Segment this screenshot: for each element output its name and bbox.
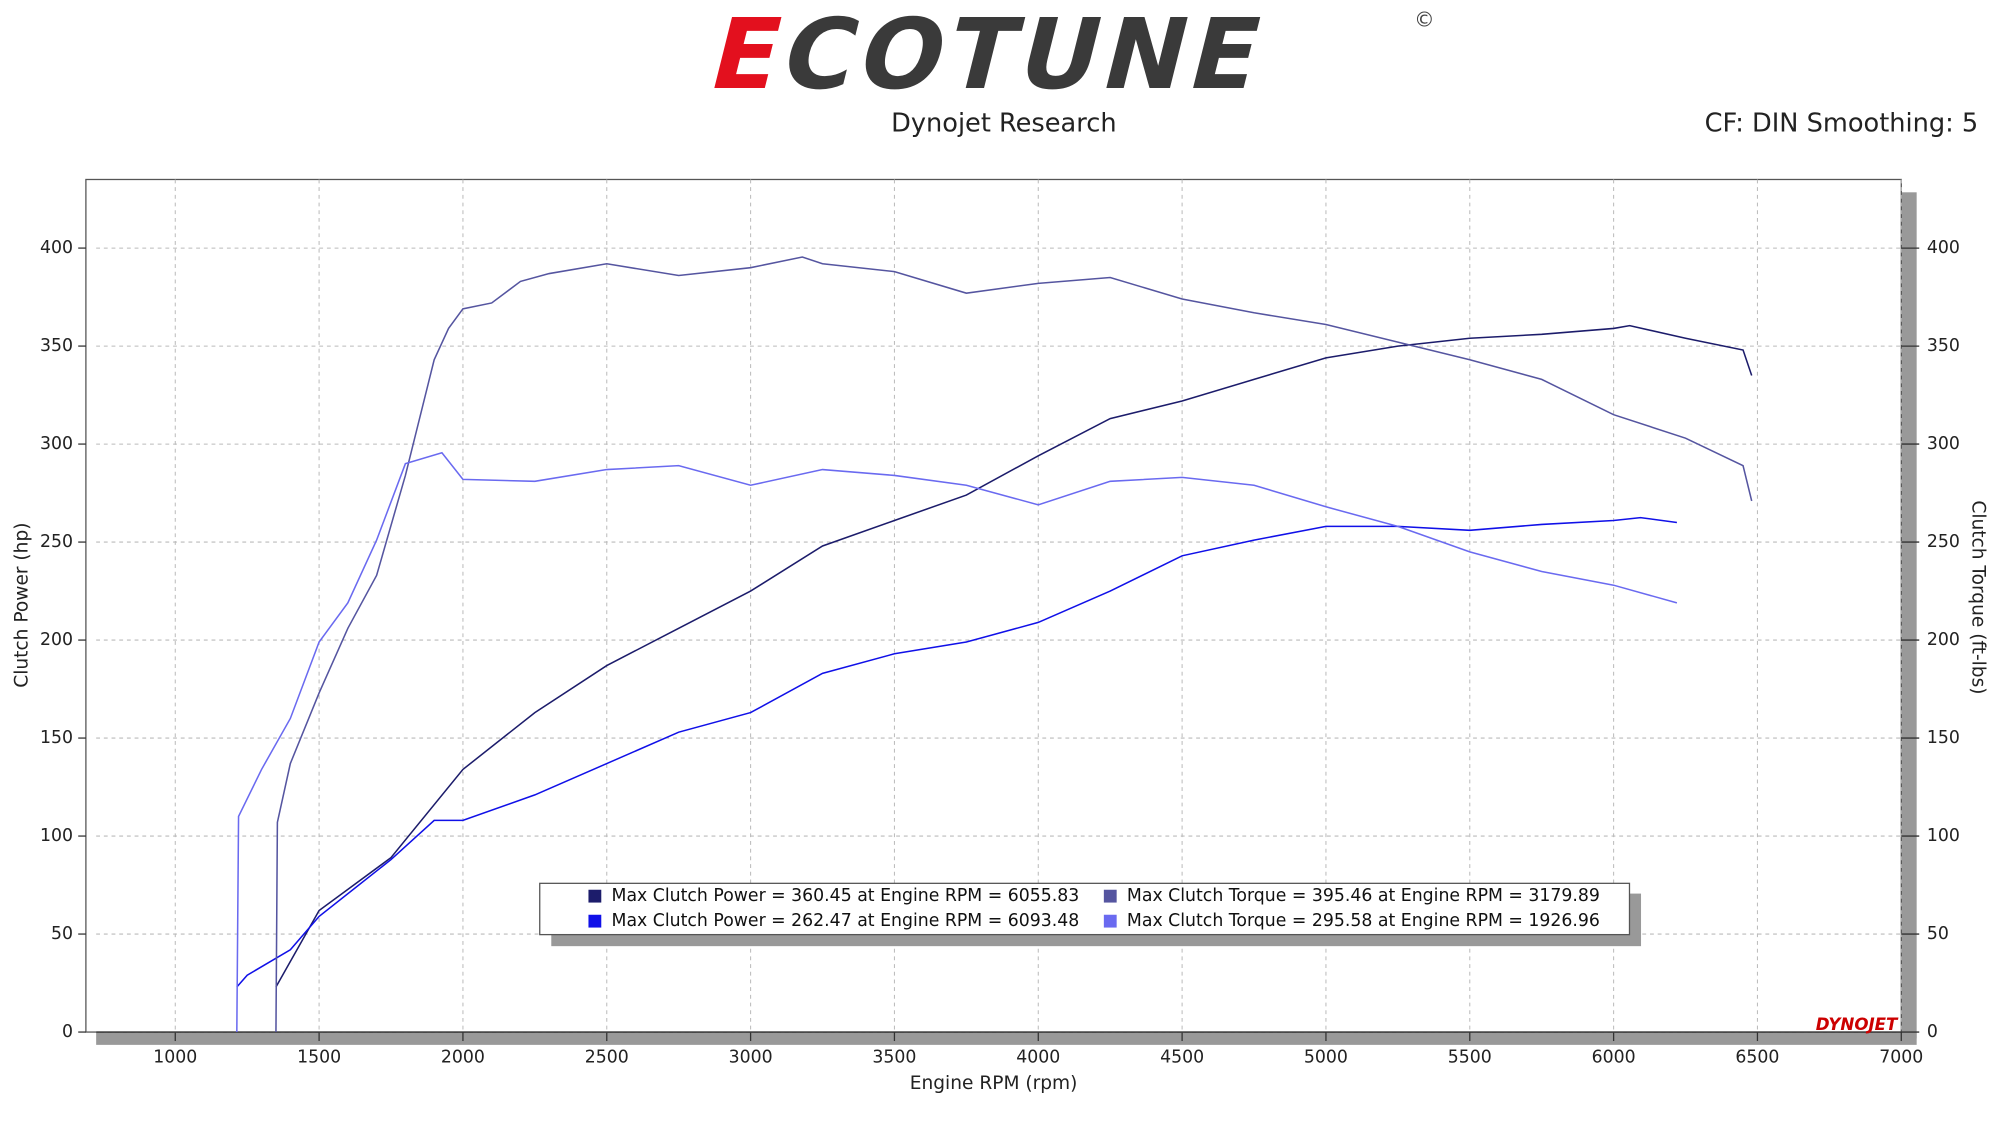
- y2-tick-label: 200: [1927, 630, 1960, 650]
- x-tick-label: 2500: [585, 1048, 629, 1068]
- brand: DYNOJET: [1816, 1015, 1899, 1034]
- logo-mark: ©: [1414, 8, 1435, 32]
- y-axis-label: Clutch Power (hp): [11, 523, 32, 688]
- x-tick-label: 1000: [153, 1048, 197, 1068]
- y-tick-label: 400: [40, 238, 73, 258]
- series-line: [236, 516, 1677, 988]
- x-tick-label: 3000: [729, 1048, 773, 1068]
- legend-label: Max Clutch Power = 360.45 at Engine RPM …: [612, 886, 1080, 906]
- x-tick-label: 7000: [1879, 1048, 1923, 1068]
- legend-label: Max Clutch Torque = 295.58 at Engine RPM…: [1127, 911, 1600, 931]
- x-tick-label: 2000: [441, 1048, 485, 1068]
- settings: CF: DIN Smoothing: 5: [1705, 108, 1979, 138]
- y-tick-label: 250: [40, 532, 73, 552]
- y2-tick-label: 100: [1927, 826, 1960, 846]
- y2-tick-label: 0: [1927, 1022, 1938, 1042]
- series-line: [236, 451, 1678, 1033]
- y-tick-label: 0: [62, 1022, 73, 1042]
- legend-swatch: [1103, 914, 1117, 928]
- y2-tick-label: 250: [1927, 532, 1960, 552]
- y2-tick-label: 400: [1927, 238, 1960, 258]
- y-tick-label: 300: [40, 434, 73, 454]
- legend-label: Max Clutch Power = 262.47 at Engine RPM …: [612, 911, 1080, 931]
- x-tick-label: 3500: [872, 1048, 916, 1068]
- legend: [539, 882, 1631, 936]
- x-tick-label: 5500: [1448, 1048, 1492, 1068]
- series-line: [275, 324, 1753, 988]
- y2-tick-label: 150: [1927, 728, 1960, 748]
- legend-label: Max Clutch Torque = 395.46 at Engine RPM…: [1127, 886, 1600, 906]
- x-axis-label: Engine RPM (rpm): [910, 1073, 1078, 1094]
- y-tick-label: 100: [40, 826, 73, 846]
- y2-tick-label: 350: [1927, 336, 1960, 356]
- x-tick-label: 4500: [1160, 1048, 1204, 1068]
- logo: ECOTUNE: [699, 0, 1278, 112]
- y-tick-label: 200: [40, 630, 73, 650]
- plot: 1000 1500 2000 2500 3000 3500 4000 4500 5000 5500…: [40, 179, 1960, 1068]
- logo-text: ECOTUNE: [699, 0, 1278, 112]
- source: Dynojet Research: [891, 108, 1116, 138]
- x-tick-label: 1500: [297, 1048, 341, 1068]
- legend-swatch: [588, 889, 602, 903]
- legend-entries: Max Clutch Power = 360.45 at Engine RPM …: [588, 886, 1600, 931]
- y2-tick-label: 300: [1927, 434, 1960, 454]
- x-tick-label: 5000: [1304, 1048, 1348, 1068]
- y-tick-label: 50: [51, 924, 73, 944]
- axis-shadow: [1901, 192, 1917, 1039]
- y-tick-label: 150: [40, 728, 73, 748]
- x-tick-label: 6000: [1592, 1048, 1636, 1068]
- legend-swatch: [588, 914, 602, 928]
- series-line: [275, 256, 1753, 1033]
- axis-shadow: [96, 1032, 1917, 1045]
- x-tick-label: 4000: [1016, 1048, 1060, 1068]
- y2-axis-label: Clutch Torque (ft-lbs): [1968, 500, 1989, 694]
- legend-swatch: [1103, 889, 1117, 903]
- y-tick-label: 350: [40, 336, 73, 356]
- y2-tick-label: 50: [1927, 924, 1949, 944]
- x-tick-label: 6500: [1735, 1048, 1779, 1068]
